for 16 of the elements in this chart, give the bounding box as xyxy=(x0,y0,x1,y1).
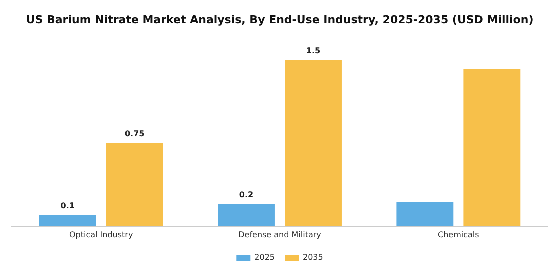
bar xyxy=(218,204,275,226)
bar xyxy=(106,143,164,226)
bar xyxy=(396,202,454,226)
bar xyxy=(39,215,96,226)
data-label: 1.5 xyxy=(306,46,322,56)
x-tick-label: Optical Industry xyxy=(69,230,134,240)
chart-title: US Barium Nitrate Market Analysis, By End-Use Industry, 2025-2035 (USD Million) xyxy=(26,13,534,26)
data-label: 0.2 xyxy=(239,190,254,200)
data-label: 0.1 xyxy=(60,201,76,210)
x-tick-label: Chemicals xyxy=(438,230,480,240)
data-label: 0.75 xyxy=(124,129,146,138)
legend-label: 2035 xyxy=(303,253,324,262)
x-tick-label: Defense and Military xyxy=(238,230,322,240)
legend-label: 2025 xyxy=(254,253,275,262)
bar xyxy=(285,60,342,226)
bar xyxy=(464,69,521,226)
